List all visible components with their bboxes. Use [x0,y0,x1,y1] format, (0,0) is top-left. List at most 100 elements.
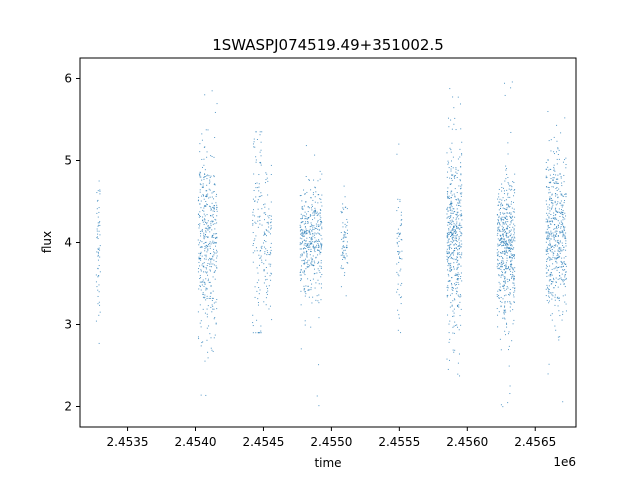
data-point [452,221,454,223]
data-point [560,194,562,196]
data-point [548,291,550,293]
data-point [269,305,271,307]
data-point [253,190,255,191]
data-point [498,201,500,203]
data-point [207,305,209,307]
data-point [456,211,458,213]
data-point [314,240,316,242]
data-point [203,285,205,287]
data-point [260,192,262,194]
data-point [561,206,563,208]
data-point [454,175,456,177]
data-point [311,242,312,244]
data-point [321,194,323,196]
data-point [510,265,512,267]
data-point [556,241,558,243]
data-point [304,242,306,244]
data-point [557,220,559,222]
data-point [200,394,202,396]
data-point [320,260,322,262]
data-point [215,237,217,239]
data-point [341,248,343,250]
data-point [264,182,266,184]
data-point [343,255,345,257]
data-point [455,232,457,234]
data-point [497,245,499,247]
data-point [504,218,506,220]
data-point [556,255,558,257]
data-point [551,235,553,237]
data-point [513,230,515,232]
data-point [199,172,201,174]
data-point [560,204,562,206]
data-point [502,223,504,225]
data-point [202,263,204,265]
data-point [555,258,557,260]
data-point [312,212,314,214]
data-point [317,279,319,281]
data-point [397,245,399,247]
data-point [400,219,402,221]
data-point [97,238,99,240]
data-point [513,282,515,284]
data-point [212,276,214,278]
data-point [501,218,503,220]
data-point [455,213,457,215]
data-point [317,268,319,270]
data-point [548,275,550,277]
data-point [505,222,506,224]
data-point [562,219,564,221]
data-point [318,225,320,227]
data-point [458,295,460,297]
data-point [561,249,563,251]
data-point [560,227,562,229]
data-point [510,131,512,133]
data-point [400,238,402,240]
data-point [503,284,505,286]
data-point [459,214,461,216]
data-point [263,219,265,221]
data-point [561,273,563,275]
data-point [203,237,205,239]
data-point [98,248,100,250]
data-point [312,219,314,221]
data-point [300,274,302,276]
data-point [264,253,266,255]
data-point [546,259,548,261]
data-point [346,255,348,257]
data-point [457,278,459,279]
data-point [254,200,256,202]
data-point [553,168,555,170]
data-point [460,224,462,226]
data-point [549,196,551,198]
data-point [311,205,313,207]
data-point [312,232,314,234]
data-point [501,187,503,189]
data-point [258,174,260,176]
data-point [557,266,559,268]
data-point [203,213,205,215]
data-point [505,234,507,236]
data-point [460,213,462,215]
data-point [317,246,319,248]
data-point [299,226,301,228]
data-point [560,220,562,222]
data-point [446,213,448,215]
data-point [343,249,345,251]
data-point [548,204,550,206]
data-point [497,264,499,266]
data-point [509,255,511,257]
data-point [400,297,402,299]
data-point [449,88,451,90]
data-point [97,190,99,192]
data-point [261,247,263,249]
data-point [506,322,507,324]
data-point [560,212,562,214]
data-point [214,334,216,336]
data-point [316,215,318,217]
data-point [545,218,547,220]
data-point [560,223,562,225]
data-point [565,157,567,159]
data-point [497,219,499,221]
data-point [556,158,558,160]
